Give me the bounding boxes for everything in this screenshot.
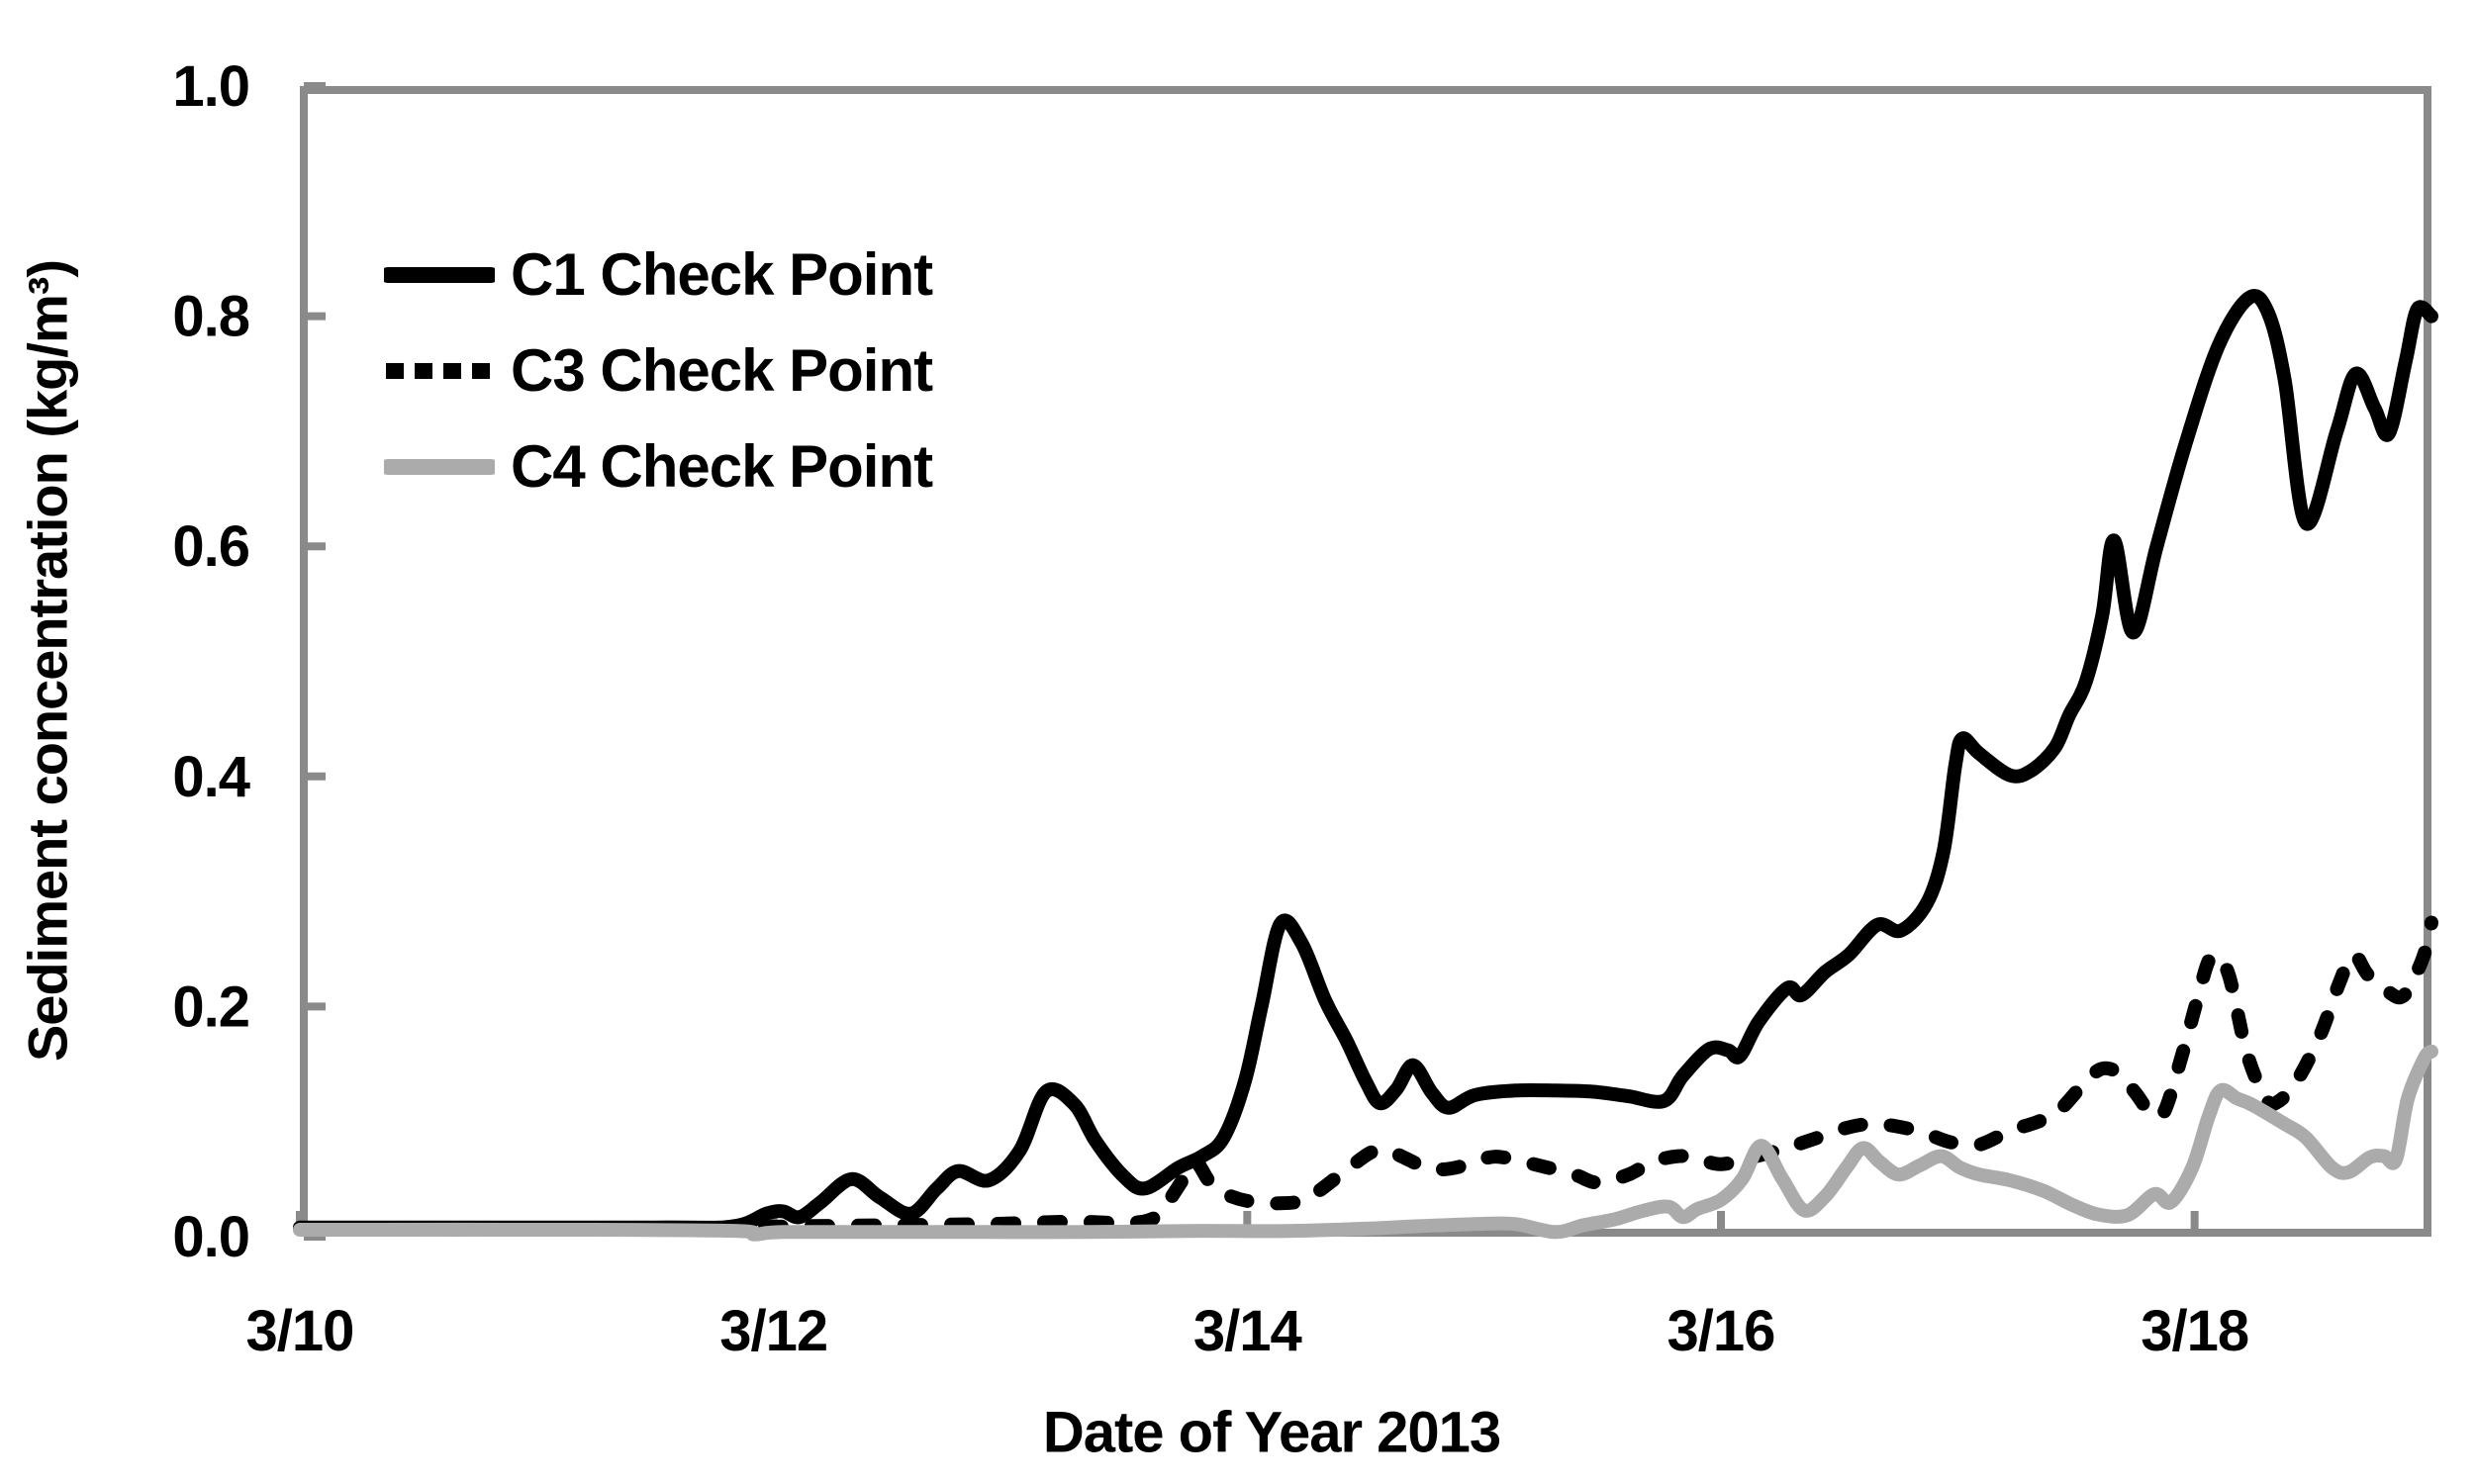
legend-item-c4: C4 Check Point — [384, 418, 933, 514]
legend-label-c3: C3 Check Point — [511, 337, 933, 404]
y-tick-label: 1.0 — [172, 54, 249, 119]
y-tick-label: 0.8 — [172, 285, 249, 349]
y-tick-label: 0.6 — [172, 514, 249, 579]
y-tick-label: 0.2 — [172, 974, 249, 1039]
x-tick-label: 3/10 — [246, 1299, 354, 1363]
x-tick-label: 3/12 — [719, 1299, 827, 1363]
c1-line-swatch-icon — [384, 266, 495, 283]
y-tick-label: 0.0 — [172, 1205, 249, 1269]
c3-dashed-line-swatch-icon — [386, 362, 493, 379]
legend-label-c1: C1 Check Point — [511, 241, 933, 308]
series-c1-line — [293, 289, 2438, 1235]
legend: C1 Check Point C3 Check Point C4 Check P… — [384, 227, 933, 514]
legend-item-c3: C3 Check Point — [384, 323, 933, 418]
series-c4-line — [293, 1044, 2438, 1242]
y-axis-title: Sediment concentration (kg/m³) — [16, 259, 79, 1063]
c4-gray-line-swatch-icon — [384, 458, 495, 475]
x-tick-label: 3/18 — [2141, 1299, 2248, 1363]
series-c3-line — [293, 915, 2438, 1236]
x-axis-title: Date of Year 2013 — [1042, 1400, 1501, 1465]
x-tick-label: 3/14 — [1193, 1299, 1302, 1363]
legend-item-c1: C1 Check Point — [384, 227, 933, 323]
legend-label-c4: C4 Check Point — [511, 433, 933, 500]
x-tick-label: 3/16 — [1667, 1299, 1775, 1363]
y-tick-label: 0.4 — [172, 745, 249, 809]
